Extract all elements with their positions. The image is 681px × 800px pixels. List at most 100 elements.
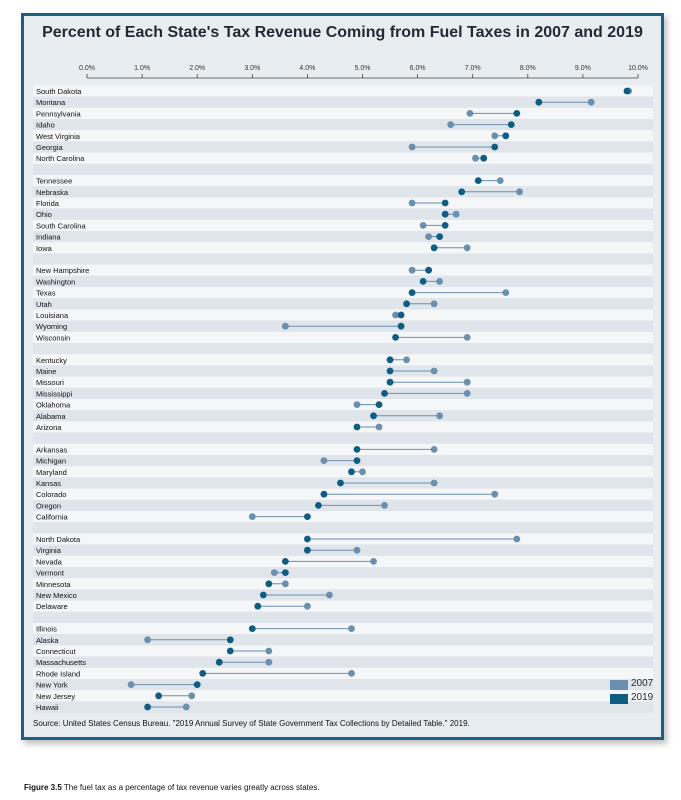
dot-2019 [507,121,515,128]
dot-2007 [463,334,471,341]
dot-2019 [386,356,394,364]
dot-2007 [491,490,499,498]
state-label: Massachusetts [36,658,86,667]
state-label: Alaska [36,636,59,645]
dot-2019 [535,98,543,106]
state-label: Rhode Island [36,669,80,678]
figure-label: Figure 3.5 [24,783,62,792]
chart-frame: Percent of Each State's Tax Revenue Comi… [21,13,664,740]
state-label: Colorado [36,490,66,499]
row-stripe [33,242,653,254]
state-label: Arizona [36,423,62,432]
dot-2007 [466,110,474,117]
dot-2007 [430,446,438,453]
row-stripe [33,208,653,220]
dot-2019 [397,311,405,319]
row-stripe [33,96,653,108]
dot-2007 [408,266,416,274]
row-stripe [33,634,653,646]
x-tick-label: 10.0% [628,65,648,72]
row-stripe [33,175,653,187]
dot-2019 [375,401,383,408]
dot-2007 [516,188,523,196]
state-label: California [36,513,69,522]
row-stripe [33,85,653,97]
dot-2007 [472,154,479,162]
dot-2019 [480,154,488,162]
row-stripe [33,701,653,713]
row-stripe [33,600,653,612]
row-stripe [33,119,653,131]
row-stripe [33,365,653,377]
state-label: Maine [36,367,56,376]
dot-2007 [359,468,366,476]
row-stripe [33,387,653,399]
dot-2007 [127,681,135,688]
row-stripe [33,354,653,366]
state-label: Iowa [36,244,53,253]
row-stripe [33,107,653,119]
row-stripe [33,399,653,411]
source-note: Source: United States Census Bureau. "20… [33,719,470,728]
state-label: Louisiana [36,311,69,320]
dot-2019 [304,513,311,520]
dot-2007 [381,502,388,509]
dot-2007 [430,300,438,308]
state-label: Hawaii [36,703,59,712]
dot-2019 [425,266,433,274]
state-label: Ohio [36,210,52,219]
dot-2019 [226,636,234,644]
dot-2019 [392,334,399,341]
state-label: Minnesota [36,580,71,589]
state-label: Maryland [36,468,67,477]
dot-2007 [353,401,361,408]
row-stripe [33,421,653,433]
dot-2007 [463,244,471,252]
dot-2007 [281,322,289,330]
row-stripe [33,466,653,478]
row-stripe [33,656,653,668]
state-label: South Dakota [36,87,82,96]
state-label: Indiana [36,233,61,242]
state-label: New Hampshire [36,266,89,275]
dot-2019 [370,412,377,420]
x-tick-label: 4.0% [299,65,315,72]
dot-2019 [502,132,510,140]
dot-2007 [463,378,471,386]
state-label: Nevada [36,557,63,566]
dot-2019 [403,300,410,308]
dot-2019 [386,378,394,386]
dot-2019 [320,490,328,498]
dot-2019 [199,670,207,677]
row-stripe [33,264,653,276]
row-stripe [33,376,653,388]
state-label: New Jersey [36,692,75,701]
state-label: Georgia [36,143,64,152]
state-label: Montana [36,98,66,107]
dot-2007 [304,602,311,610]
dot-2019 [304,546,311,554]
dot-2007 [502,289,510,296]
x-tick-label: 9.0% [575,65,591,72]
dot-2007 [248,513,256,520]
state-label: West Virginia [36,132,81,141]
group-gap-stripe [33,163,653,175]
state-label: New York [36,681,68,690]
state-label: Connecticut [36,647,77,656]
group-gap-stripe [33,343,653,355]
row-stripe [33,152,653,164]
dot-2019 [397,322,405,330]
dot-2007 [447,121,455,128]
dot-2007 [265,658,273,666]
dot-2007 [353,546,361,554]
state-label: Delaware [36,602,68,611]
row-stripe [33,298,653,310]
dot-2019 [513,110,521,117]
row-stripe [33,219,653,231]
dot-2007 [270,569,278,576]
x-tick-label: 2.0% [189,65,205,72]
state-label: Kentucky [36,356,67,365]
state-label: New Mexico [36,591,77,600]
x-tick-label: 0.0% [79,65,95,72]
dot-2019 [441,199,449,207]
